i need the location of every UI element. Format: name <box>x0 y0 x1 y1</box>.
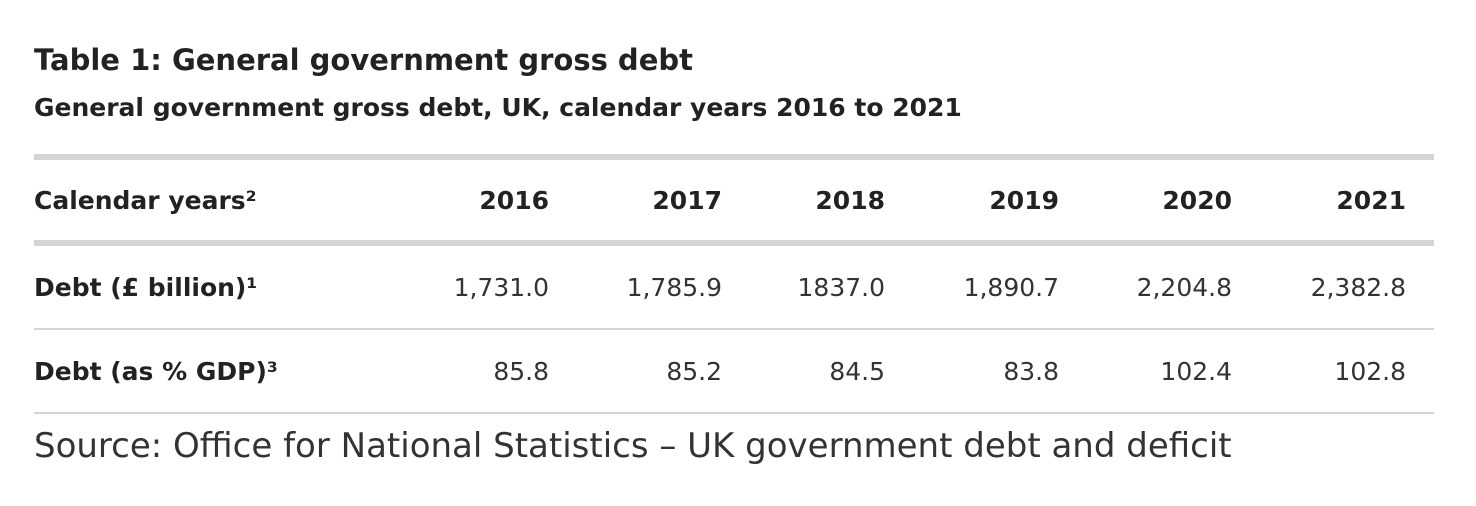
cell-debt-billion-2016: 1,731.0 <box>453 272 549 302</box>
cell-debt-billion-2018: 1837.0 <box>797 272 885 302</box>
cell-debt-gdp-2016: 85.8 <box>493 356 549 386</box>
header-year-2017: 2017 <box>652 185 722 215</box>
table-row-debt-gdp: Debt (as % GDP)³ 85.8 85.2 84.5 83.8 102… <box>34 329 1434 413</box>
row-label-debt-billion: Debt (£ billion)¹ <box>34 272 258 302</box>
cell-debt-gdp-2018: 84.5 <box>829 356 885 386</box>
header-year-2021: 2021 <box>1336 185 1406 215</box>
cell-debt-gdp-2021: 102.8 <box>1334 356 1406 386</box>
cell-debt-billion-2019: 1,890.7 <box>963 272 1059 302</box>
cell-debt-billion-2021: 2,382.8 <box>1310 272 1406 302</box>
header-year-2019: 2019 <box>989 185 1059 215</box>
cell-debt-gdp-2019: 83.8 <box>1003 356 1059 386</box>
header-year-2020: 2020 <box>1162 185 1232 215</box>
table-row-debt-billion: Debt (£ billion)¹ 1,731.0 1,785.9 1837.0… <box>34 243 1434 329</box>
header-calendar-years: Calendar years² <box>34 185 257 215</box>
header-year-2016: 2016 <box>479 185 549 215</box>
table-subtitle: General government gross debt, UK, calen… <box>34 93 962 122</box>
cell-debt-billion-2020: 2,204.8 <box>1136 272 1232 302</box>
cell-debt-billion-2017: 1,785.9 <box>626 272 722 302</box>
cell-debt-gdp-2017: 85.2 <box>666 356 722 386</box>
header-year-2018: 2018 <box>815 185 885 215</box>
table-header-row: Calendar years² 2016 2017 2018 2019 2020… <box>34 157 1434 243</box>
source-note: Source: Office for National Statistics –… <box>34 426 1232 466</box>
table-title: Table 1: General government gross debt <box>34 43 693 77</box>
row-label-debt-gdp: Debt (as % GDP)³ <box>34 356 278 386</box>
debt-table: Calendar years² 2016 2017 2018 2019 2020… <box>34 154 1434 414</box>
cell-debt-gdp-2020: 102.4 <box>1160 356 1232 386</box>
